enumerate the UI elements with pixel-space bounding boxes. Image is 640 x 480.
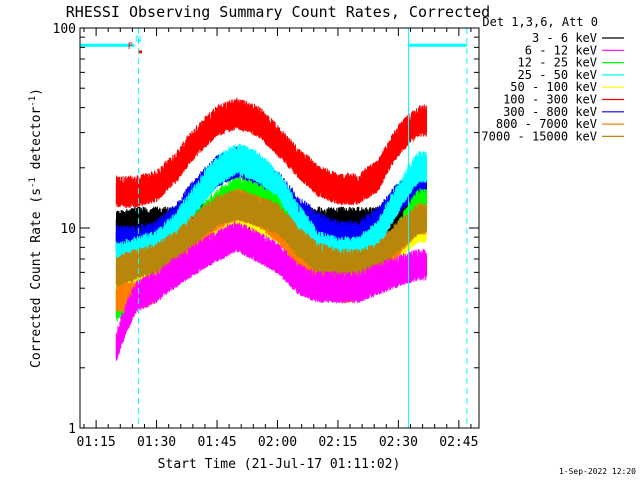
legend-label-5: 100 - 300 keV (503, 93, 597, 107)
x-tick-label-1: 01:30 (137, 435, 176, 450)
legend-label-2: 12 - 25 keV (518, 56, 597, 70)
legend-label-7: 800 - 7000 keV (496, 117, 597, 131)
y-tick-label-2: 100 (53, 22, 76, 37)
legend-label-6: 300 - 800 keV (503, 105, 597, 119)
y-label-main: Corrected Count Rate (s (29, 188, 44, 368)
series-layer (115, 97, 428, 361)
y-label-sup-2: -1 (28, 96, 38, 107)
series-line-8 (115, 189, 428, 288)
y-label-sup-1: -1 (28, 177, 38, 188)
chart-title: RHESSI Observing Summary Count Rates, Co… (66, 3, 490, 21)
y-tick-label-1: 10 (60, 222, 76, 237)
legend-label-4: 50 - 100 keV (510, 80, 597, 94)
legend-label-8: 7000 - 15000 keV (481, 129, 597, 143)
legend-header: Det 1,3,6, Att 0 (482, 15, 598, 29)
x-tick-label-2: 01:45 (197, 435, 236, 450)
y-tick-label-0: 1 (68, 422, 76, 437)
x-tick-label-3: 02:00 (258, 435, 297, 450)
x-axis-label: Start Time (21-Jul-17 01:11:02) (158, 457, 401, 472)
timestamp: 1-Sep-2022 12:20 (559, 467, 636, 476)
legend-label-3: 25 - 50 keV (518, 68, 597, 82)
y-label-end: ) (29, 88, 44, 96)
legend-label-0: 3 - 6 keV (532, 31, 597, 45)
flare-mark-0 (138, 50, 142, 54)
series-line-5 (115, 97, 428, 208)
x-tick-label-4: 02:15 (318, 435, 357, 450)
x-tick-label-5: 02:30 (379, 435, 418, 450)
annotation-1: N (136, 35, 141, 45)
x-axis: 01:15 01:30 01:45 02:00 02:15 02:30 02:45 (77, 28, 478, 450)
y-label-mid: detector (29, 107, 44, 178)
legend-label-1: 6 - 12 keV (525, 43, 597, 57)
y-axis: 1 10 100 (53, 22, 479, 437)
annotation-0: F (128, 42, 133, 52)
series-line-1 (115, 221, 428, 361)
x-tick-label-6: 02:45 (439, 435, 478, 450)
x-tick-label-0: 01:15 (77, 435, 116, 450)
y-axis-label: Corrected Count Rate (s-1 detector-1) (28, 88, 44, 368)
